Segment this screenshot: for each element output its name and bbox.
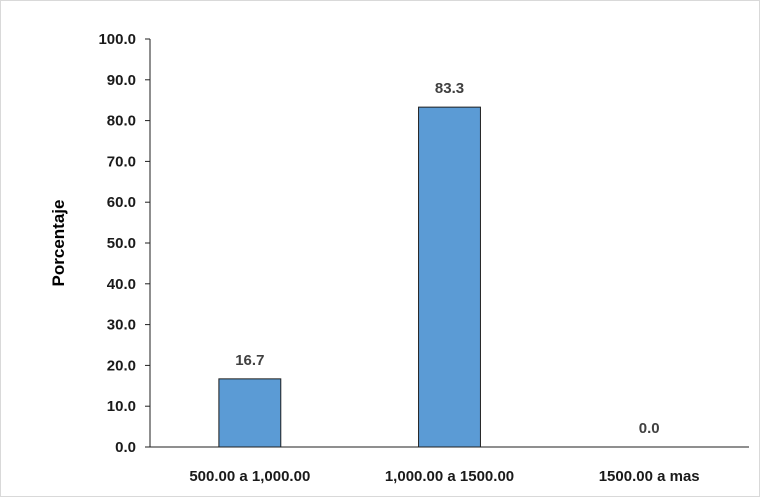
y-tick-label: 30.0 — [107, 317, 136, 334]
data-labels: 16.7 83.3 0.0 — [235, 80, 659, 437]
data-label: 16.7 — [235, 352, 264, 369]
y-tick-label: 70.0 — [107, 153, 136, 170]
x-axis-categories: 500.00 a 1,000.00 1,000.00 a 1500.00 1500.… — [189, 468, 699, 485]
y-tick-label: 80.0 — [107, 113, 136, 130]
data-label: 0.0 — [639, 420, 660, 437]
y-tick-label: 60.0 — [107, 194, 136, 211]
y-tick-label: 0.0 — [115, 439, 136, 456]
y-tick-label: 100.0 — [98, 31, 136, 48]
y-axis-ticks: 0.0 10.0 20.0 30.0 40.0 50.0 60.0 70.0 80.0 90.0 1… — [98, 31, 150, 456]
y-tick-label: 20.0 — [107, 357, 136, 374]
bars — [218, 106, 481, 448]
y-tick-label: 10.0 — [107, 398, 136, 415]
y-tick-label: 90.0 — [107, 72, 136, 89]
bar — [418, 106, 481, 448]
y-tick-label: 50.0 — [107, 235, 136, 252]
x-category-label: 1500.00 a mas — [599, 468, 700, 485]
x-category-label: 500.00 a 1,000.00 — [189, 468, 310, 485]
y-axis-label: Porcentaje — [49, 200, 68, 287]
data-label: 83.3 — [435, 80, 464, 97]
x-category-label: 1,000.00 a 1500.00 — [385, 468, 514, 485]
bar — [218, 378, 282, 448]
y-tick-label: 40.0 — [107, 276, 136, 293]
